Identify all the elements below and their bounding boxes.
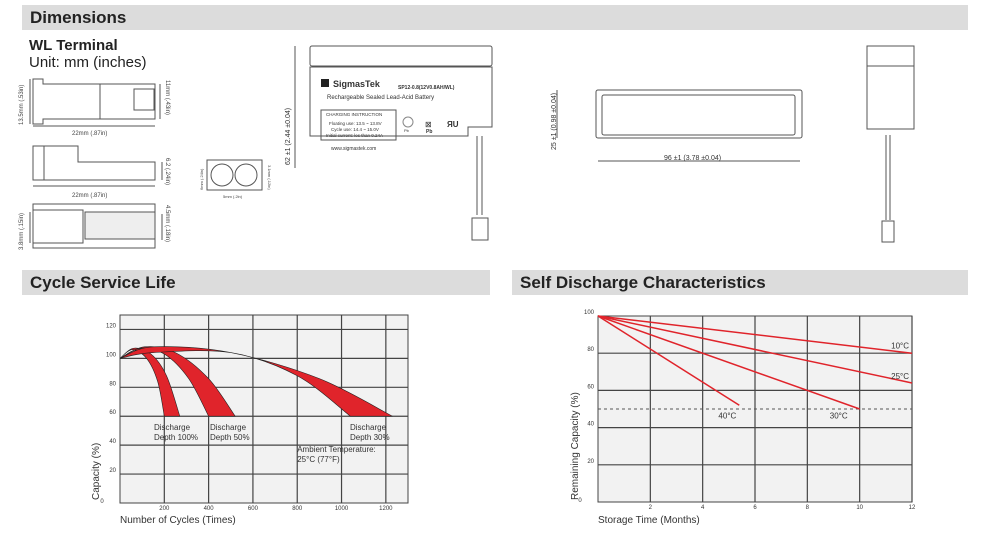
y-tick-label: 80 xyxy=(109,381,116,387)
series-line xyxy=(597,315,913,354)
terminal-side-view xyxy=(32,145,163,187)
x-tick-label: 1200 xyxy=(379,506,393,512)
terminal-unit: Unit: mm (inches) xyxy=(29,54,147,71)
bin-pb-label: Pb xyxy=(426,129,432,135)
dim-label: 6.2 (.24in) xyxy=(164,158,170,185)
y-axis-label: Capacity (%) xyxy=(91,443,102,500)
x-tick-label: 0 xyxy=(100,499,104,505)
terminal-front-view xyxy=(206,159,263,191)
section-dimensions: Dimensions xyxy=(22,5,968,30)
series-label: 30°C xyxy=(830,411,848,420)
battery-side-view xyxy=(866,45,915,243)
dim-label: 6mm (.24in) xyxy=(199,168,204,190)
x-tick-label: 8 xyxy=(806,505,810,511)
y-tick-label: 60 xyxy=(587,384,594,390)
y-tick-label: 100 xyxy=(584,310,595,316)
y-tick-label: 40 xyxy=(587,422,594,428)
battery-front-view xyxy=(294,45,493,241)
dimension-drawings: 13.5mm (.53in) 11mm (.43in) 22mm (.87in)… xyxy=(19,45,915,250)
recycle-icon xyxy=(402,116,414,128)
x-tick-label: 600 xyxy=(248,506,259,512)
y-tick-label: 40 xyxy=(109,439,116,445)
y-tick-label: 20 xyxy=(587,459,594,465)
y-axis-label: Remaining Capacity (%) xyxy=(570,392,581,500)
x-tick-label: 800 xyxy=(292,506,303,512)
dim-label: 22mm (.87in) xyxy=(72,131,107,137)
x-tick-label: 2 xyxy=(649,505,653,511)
dim-label: 5mm (.2in) xyxy=(223,194,243,199)
series-label: Discharge xyxy=(154,423,191,432)
series-label: Depth 50% xyxy=(210,433,250,442)
series-line xyxy=(597,315,860,410)
ul-mark-icon: ЯU xyxy=(447,120,459,129)
y-tick-label: 20 xyxy=(109,468,116,474)
recycle-pb-label: Pb xyxy=(404,128,410,133)
series-line xyxy=(597,315,740,406)
series-label: 10°C xyxy=(891,342,909,351)
x-tick-label: 4 xyxy=(701,505,705,511)
series-label: Depth 100% xyxy=(154,433,198,442)
dim-label: 13.5mm (.53in) xyxy=(19,85,25,125)
battery-model: SP12-0.8(12V0.8AH/WL) xyxy=(398,85,455,91)
x-tick-label: 1000 xyxy=(335,506,349,512)
battery-height-dim: 62 ±1 (2.44 ±0.04) xyxy=(285,108,292,165)
sigmastek-logo xyxy=(321,79,329,87)
series-label: 25°C xyxy=(891,372,909,381)
battery-brand: SigmasTek xyxy=(333,79,381,89)
x-tick-label: 0 xyxy=(578,498,582,504)
dim-label: 4.5mm (.18in) xyxy=(164,205,170,242)
series-label: Discharge xyxy=(210,423,247,432)
battery-type: Rechargeable Sealed Lead-Acid Battery xyxy=(327,95,434,101)
annotation: Ambient Temperature: xyxy=(297,445,376,454)
y-tick-label: 80 xyxy=(587,347,594,353)
battery-width-dim: 96 ±1 (3.78 ±0.04) xyxy=(664,155,721,162)
x-axis-label: Storage Time (Months) xyxy=(598,515,700,526)
x-axis-label: Number of Cycles (Times) xyxy=(120,515,236,526)
crossed-bin-icon: ⊠ xyxy=(425,120,432,129)
section-cycle-service-life: Cycle Service Life xyxy=(22,270,490,295)
self-discharge-chart: 0 2 4 6 8 10 12 20 40 60 80 100 10°C 25°C 30°C 40°C Stor… xyxy=(570,310,916,526)
dim-label: 22mm (.87in) xyxy=(72,193,107,199)
y-tick-label: 100 xyxy=(106,352,117,358)
dim-label: 11mm (.43in) xyxy=(164,80,170,115)
y-tick-label: 60 xyxy=(109,410,116,416)
x-tick-label: 6 xyxy=(753,505,757,511)
battery-url: www.sigmastek.com xyxy=(331,146,376,152)
series-label: Depth 30% xyxy=(350,433,390,442)
section-self-discharge: Self Discharge Characteristics xyxy=(512,270,968,295)
battery-top-view xyxy=(556,89,803,162)
charging-cycle: Cycle use: 14.4 ~ 15.0V xyxy=(331,127,379,132)
terminal-section-view xyxy=(29,203,163,249)
x-tick-label: 200 xyxy=(159,506,170,512)
cycle-life-chart: 0 200 400 600 800 1000 1200 20 40 60 80 100 120 Disch… xyxy=(91,314,409,526)
series-label: Discharge xyxy=(350,423,387,432)
dim-label: 3.1mm (.12in) xyxy=(267,165,272,190)
x-tick-label: 12 xyxy=(909,505,916,511)
x-tick-label: 10 xyxy=(856,505,863,511)
annotation: 25°C (77°F) xyxy=(297,455,340,464)
terminal-top-view xyxy=(29,78,161,127)
dim-label: 3.8mm (.15in) xyxy=(19,213,25,250)
terminal-title: WL Terminal xyxy=(29,37,118,54)
charging-initial: Initial current: les than 0.24A xyxy=(326,133,383,138)
charging-floating: Floating use: 13.5 ~ 13.8V xyxy=(329,121,382,126)
battery-depth-dim: 25 ±1 (0.98 ±0.04) xyxy=(551,93,558,150)
series-line xyxy=(597,315,913,384)
x-tick-label: 400 xyxy=(204,506,215,512)
discharge-band xyxy=(119,346,393,417)
charging-title: CHARGING INSTRUCTION xyxy=(326,112,382,117)
y-tick-label: 120 xyxy=(106,323,117,329)
series-label: 40°C xyxy=(718,411,736,420)
